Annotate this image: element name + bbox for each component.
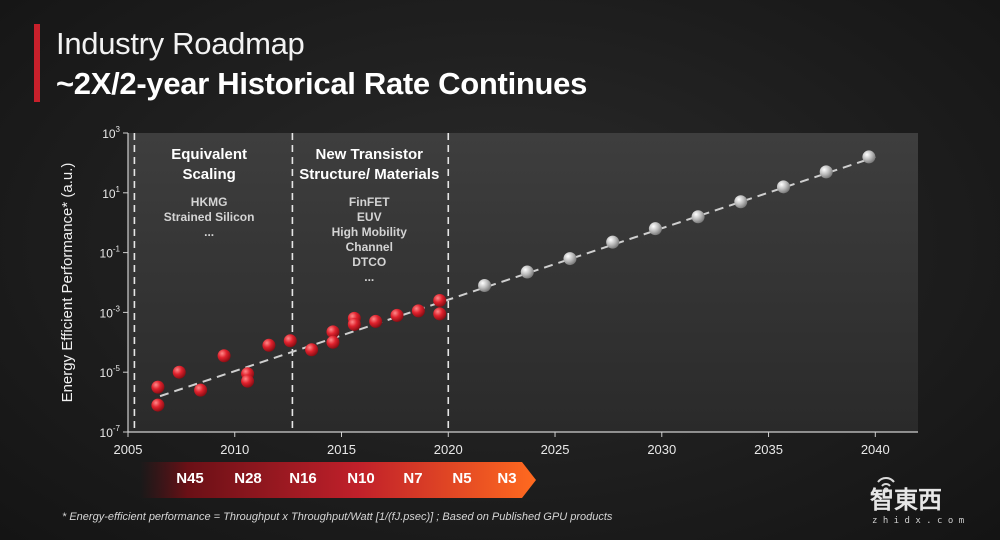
historical-data-point [217,349,231,363]
title-accent-bar [34,24,40,102]
historical-data-point [347,317,361,331]
watermark-url: z h i d x . c o m [872,516,964,526]
process-node-ribbon [140,462,536,498]
x-tick-label: 2015 [327,442,356,457]
region-title: Structure/ Materials [299,166,439,183]
x-tick-label: 2020 [434,442,463,457]
y-tick-label: 10-7 [100,424,121,440]
region-title: New Transistor [315,146,423,163]
region-item: EUV [357,210,382,224]
y-tick-label: 101 [102,185,120,201]
process-node-label: N3 [497,470,517,487]
projected-data-point [478,278,492,292]
region-item: HKMG [191,195,228,209]
region-item: ... [364,270,374,284]
projected-data-point [563,252,577,266]
projected-data-point [606,235,620,249]
region-title: Scaling [182,166,235,183]
historical-data-point [283,334,297,348]
footnote: * Energy-efficient performance = Through… [62,511,613,523]
watermark-logo: 智東西 z h i d x . c o m [870,477,964,526]
region-title: Equivalent [171,146,247,163]
y-tick-label: 10-5 [100,364,121,380]
historical-data-point [326,325,340,339]
historical-data-point [172,365,186,379]
historical-data-point [241,374,255,388]
process-node-label: N45 [176,470,204,487]
projected-data-point [734,195,748,209]
x-tick-label: 2040 [861,442,890,457]
historical-data-point [390,308,404,322]
historical-data-point [151,398,165,412]
projected-data-point [648,222,662,236]
process-node-label: N5 [452,470,472,487]
x-tick-label: 2005 [114,442,143,457]
region-item: Channel [346,240,393,254]
y-tick-label: 103 [102,125,120,141]
ribbon-arrow [140,462,536,498]
process-node-label: N10 [347,470,375,487]
historical-data-point [433,293,447,307]
historical-data-point [305,343,319,357]
y-tick-label: 10-1 [100,245,121,261]
y-tick-label: 10-3 [100,304,121,320]
region-item: FinFET [349,195,390,209]
region-item: High Mobility [332,225,408,239]
process-node-label: N28 [234,470,262,487]
slide-subtitle: ~2X/2-year Historical Rate Continues [56,66,588,101]
historical-data-point [194,383,208,397]
historical-data-point [326,335,340,349]
projected-data-point [691,210,705,224]
y-axis-label: Energy Efficient Performance* (a.u.) [59,163,76,403]
region-item: Strained Silicon [164,210,255,224]
trend-line [159,155,876,398]
historical-data-point [433,307,447,321]
projected-data-point [819,165,833,179]
historical-data-point [411,304,425,318]
slide-title: Industry Roadmap [56,26,305,61]
x-tick-label: 2030 [647,442,676,457]
x-tick-label: 2035 [754,442,783,457]
x-tick-label: 2010 [220,442,249,457]
projected-data-point [776,180,790,194]
historical-data-point [262,338,276,352]
process-node-label: N7 [403,470,423,487]
watermark-text: 智東西 [870,486,942,514]
historical-data-point [369,314,383,328]
region-item: DTCO [352,255,386,269]
wifi-icon [877,477,895,493]
projected-data-point [520,265,534,279]
x-tick-label: 2025 [541,442,570,457]
projected-data-point [862,150,876,164]
historical-data-point [151,380,165,394]
region-item: ... [204,225,214,239]
process-node-label: N16 [289,470,317,487]
